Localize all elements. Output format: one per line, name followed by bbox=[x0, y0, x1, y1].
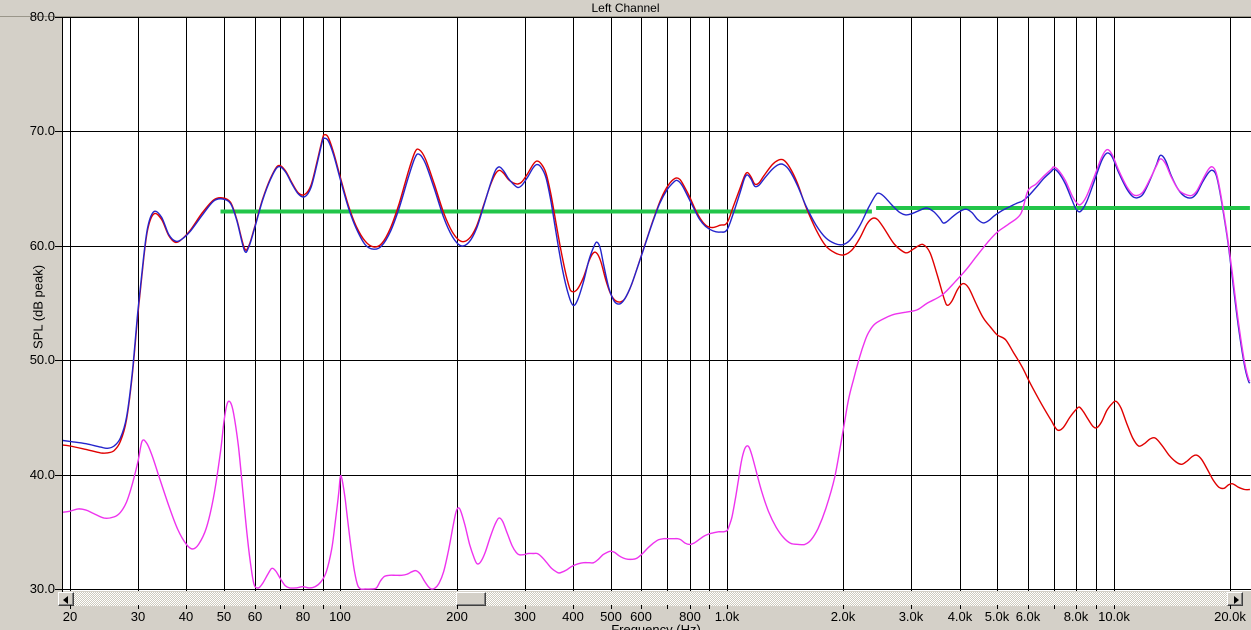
scrollbar-track[interactable] bbox=[74, 592, 1227, 606]
y-tick-mark bbox=[55, 131, 62, 133]
x-tick-mark bbox=[457, 605, 458, 609]
x-tick-label: 1.0k bbox=[714, 609, 740, 624]
x-tick-mark bbox=[280, 605, 281, 609]
x-tick-mark bbox=[303, 605, 304, 609]
y-tick-label: 50.0 bbox=[29, 352, 55, 368]
x-tick-mark bbox=[997, 605, 998, 609]
magenta-response-curve bbox=[63, 148, 1251, 590]
plot-border bbox=[62, 17, 1251, 18]
x-tick-mark bbox=[1028, 605, 1029, 609]
x-tick-label: 800 bbox=[679, 609, 701, 624]
y-tick-label: 40.0 bbox=[29, 466, 55, 482]
x-tick-label: 4.0k bbox=[947, 609, 973, 624]
plot-background bbox=[63, 18, 1251, 591]
scroll-left-button[interactable] bbox=[58, 592, 74, 606]
x-tick-mark bbox=[323, 605, 324, 609]
x-tick-label: 60 bbox=[247, 609, 263, 624]
red-response-curve bbox=[63, 133, 1250, 491]
y-tick-mark bbox=[55, 360, 62, 362]
x-tick-mark bbox=[573, 605, 574, 609]
left-arrow-icon bbox=[63, 596, 68, 604]
x-tick-mark bbox=[843, 605, 844, 609]
x-tick-label: 2.0k bbox=[830, 609, 856, 624]
x-tick-mark bbox=[1114, 605, 1115, 609]
scroll-right-button[interactable] bbox=[1227, 592, 1243, 606]
x-tick-mark bbox=[138, 605, 139, 609]
x-tick-label: 80 bbox=[295, 609, 311, 624]
x-tick-mark bbox=[709, 605, 710, 609]
y-tick-mark bbox=[55, 589, 62, 590]
x-tick-mark bbox=[70, 605, 71, 609]
x-tick-label: 6.0k bbox=[1015, 609, 1041, 624]
x-tick-label: 500 bbox=[600, 609, 622, 624]
x-tick-label: 30 bbox=[130, 609, 146, 624]
x-tick-mark bbox=[727, 605, 728, 609]
x-tick-label: 100 bbox=[329, 609, 351, 624]
x-tick-label: 5.0k bbox=[984, 609, 1010, 624]
blue-response-curve bbox=[63, 137, 1251, 450]
x-tick-mark bbox=[641, 605, 642, 609]
x-tick-mark bbox=[525, 605, 526, 609]
y-tick-label: 70.0 bbox=[29, 123, 55, 139]
x-tick-mark bbox=[224, 605, 225, 609]
x-tick-label: 400 bbox=[562, 609, 584, 624]
y-tick-mark bbox=[55, 474, 62, 476]
x-tick-label: 20 bbox=[62, 609, 78, 624]
x-tick-label: 10.0k bbox=[1098, 609, 1130, 624]
x-tick-label: 8.0k bbox=[1063, 609, 1089, 624]
x-tick-mark bbox=[1054, 605, 1055, 609]
scrollbar-thumb[interactable] bbox=[456, 592, 486, 606]
plot-area bbox=[63, 18, 1251, 591]
x-tick-mark bbox=[611, 605, 612, 609]
y-tick-label: 60.0 bbox=[29, 237, 55, 253]
x-axis-title: Frequency (Hz) bbox=[611, 622, 701, 630]
x-tick-label: 3.0k bbox=[898, 609, 924, 624]
x-tick-mark bbox=[1096, 605, 1097, 609]
x-tick-mark bbox=[255, 605, 256, 609]
x-tick-mark bbox=[1230, 605, 1231, 609]
x-tick-mark bbox=[667, 605, 668, 609]
x-tick-label: 20.0k bbox=[1214, 609, 1246, 624]
chart-title: Left Channel bbox=[0, 0, 1251, 17]
right-arrow-icon bbox=[1234, 596, 1239, 604]
y-tick-mark bbox=[55, 245, 62, 247]
x-tick-mark bbox=[960, 605, 961, 609]
x-tick-label: 300 bbox=[514, 609, 536, 624]
x-tick-label: 600 bbox=[630, 609, 652, 624]
horizontal-scrollbar[interactable] bbox=[58, 592, 1244, 606]
plot-border bbox=[62, 17, 63, 592]
x-tick-label: 50 bbox=[216, 609, 232, 624]
x-tick-label: 200 bbox=[446, 609, 468, 624]
y-tick-label: 30.0 bbox=[29, 581, 55, 596]
y-tick-mark bbox=[55, 17, 62, 18]
x-tick-mark bbox=[340, 605, 341, 609]
x-tick-label: 40 bbox=[178, 609, 194, 624]
x-tick-mark bbox=[186, 605, 187, 609]
x-tick-mark bbox=[1076, 605, 1077, 609]
y-tick-label: 80.0 bbox=[29, 9, 55, 24]
x-tick-mark bbox=[690, 605, 691, 609]
x-tick-mark bbox=[911, 605, 912, 609]
